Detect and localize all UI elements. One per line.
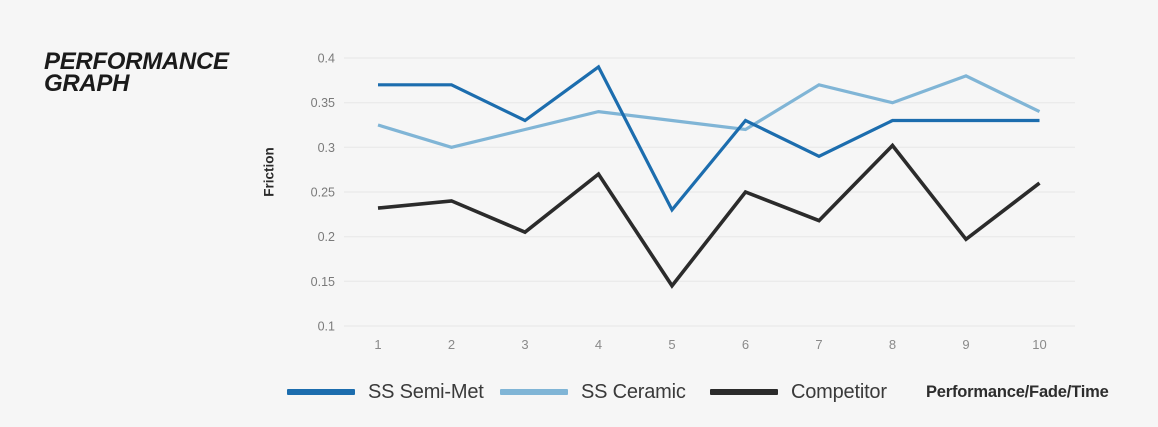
- legend-item-ss-semi-met: SS Semi-Met: [287, 380, 484, 404]
- x-tick-label: 3: [521, 337, 528, 352]
- ss-ceramic-line-swatch: [500, 389, 568, 395]
- x-tick-label: 9: [962, 337, 969, 352]
- y-tick-label: 0.3: [318, 141, 335, 155]
- x-tick-label: 4: [595, 337, 602, 352]
- x-tick-label: 10: [1032, 337, 1046, 352]
- legend-label-ss-semi-met: SS Semi-Met: [368, 380, 484, 403]
- x-tick-label: 5: [668, 337, 675, 352]
- page-title-line-1: PERFORMANCE: [44, 48, 229, 75]
- ss-semi-met-line-swatch: [287, 389, 355, 395]
- legend-label-ss-ceramic: SS Ceramic: [581, 380, 686, 403]
- series-line-ss-ceramic: [377, 74, 1041, 149]
- x-tick-label: 6: [742, 337, 749, 352]
- x-axis-caption: Performance/Fade/Time: [926, 383, 1109, 401]
- y-tick-label: 0.25: [311, 186, 335, 200]
- y-tick-label: 0.2: [318, 230, 335, 244]
- x-tick-label: 2: [448, 337, 455, 352]
- page-title-line-2: GRAPH: [44, 70, 130, 97]
- y-tick-label: 0.1: [318, 320, 335, 334]
- legend-item-ss-ceramic: SS Ceramic: [500, 380, 686, 404]
- y-tick-label: 0.15: [311, 275, 335, 289]
- x-tick-label: 7: [815, 337, 822, 352]
- legend-item-competitor: Competitor: [710, 380, 887, 404]
- x-tick-label: 1: [374, 337, 381, 352]
- series-line-ss-semi-met: [378, 64, 1040, 213]
- series-line-competitor: [377, 142, 1041, 289]
- x-tick-label: 8: [889, 337, 896, 352]
- competitor-line-swatch: [710, 389, 778, 395]
- page-title: PERFORMANCE GRAPH: [44, 48, 229, 97]
- y-tick-label: 0.4: [318, 52, 335, 66]
- y-tick-label: 0.35: [311, 96, 335, 110]
- legend-label-competitor: Competitor: [791, 380, 887, 403]
